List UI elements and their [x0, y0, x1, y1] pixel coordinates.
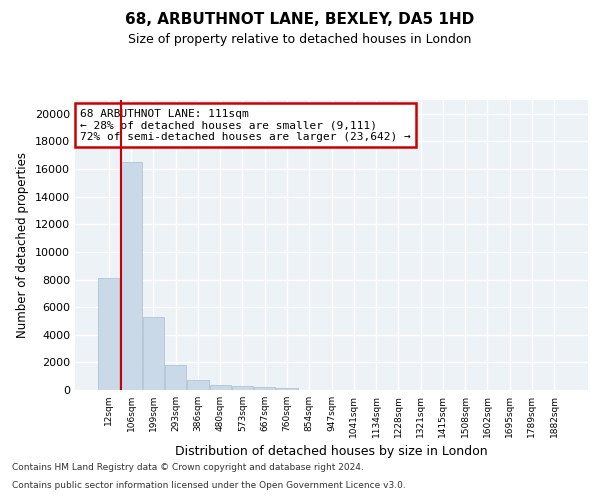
Text: Contains public sector information licensed under the Open Government Licence v3: Contains public sector information licen…	[12, 481, 406, 490]
Bar	[187, 380, 209, 390]
Bar	[232, 386, 253, 390]
Bar	[209, 385, 231, 390]
Bar	[165, 365, 186, 390]
Text: Contains HM Land Registry data © Crown copyright and database right 2024.: Contains HM Land Registry data © Crown c…	[12, 464, 364, 472]
Bar	[254, 387, 275, 390]
Bar	[143, 317, 164, 390]
Y-axis label: Number of detached properties: Number of detached properties	[16, 152, 29, 338]
Text: 68, ARBUTHNOT LANE, BEXLEY, DA5 1HD: 68, ARBUTHNOT LANE, BEXLEY, DA5 1HD	[125, 12, 475, 28]
X-axis label: Distribution of detached houses by size in London: Distribution of detached houses by size …	[175, 446, 488, 458]
Text: 68 ARBUTHNOT LANE: 111sqm
← 28% of detached houses are smaller (9,111)
72% of se: 68 ARBUTHNOT LANE: 111sqm ← 28% of detac…	[80, 108, 411, 142]
Bar	[277, 388, 298, 390]
Text: Size of property relative to detached houses in London: Size of property relative to detached ho…	[128, 32, 472, 46]
Bar	[98, 278, 119, 390]
Bar	[121, 162, 142, 390]
